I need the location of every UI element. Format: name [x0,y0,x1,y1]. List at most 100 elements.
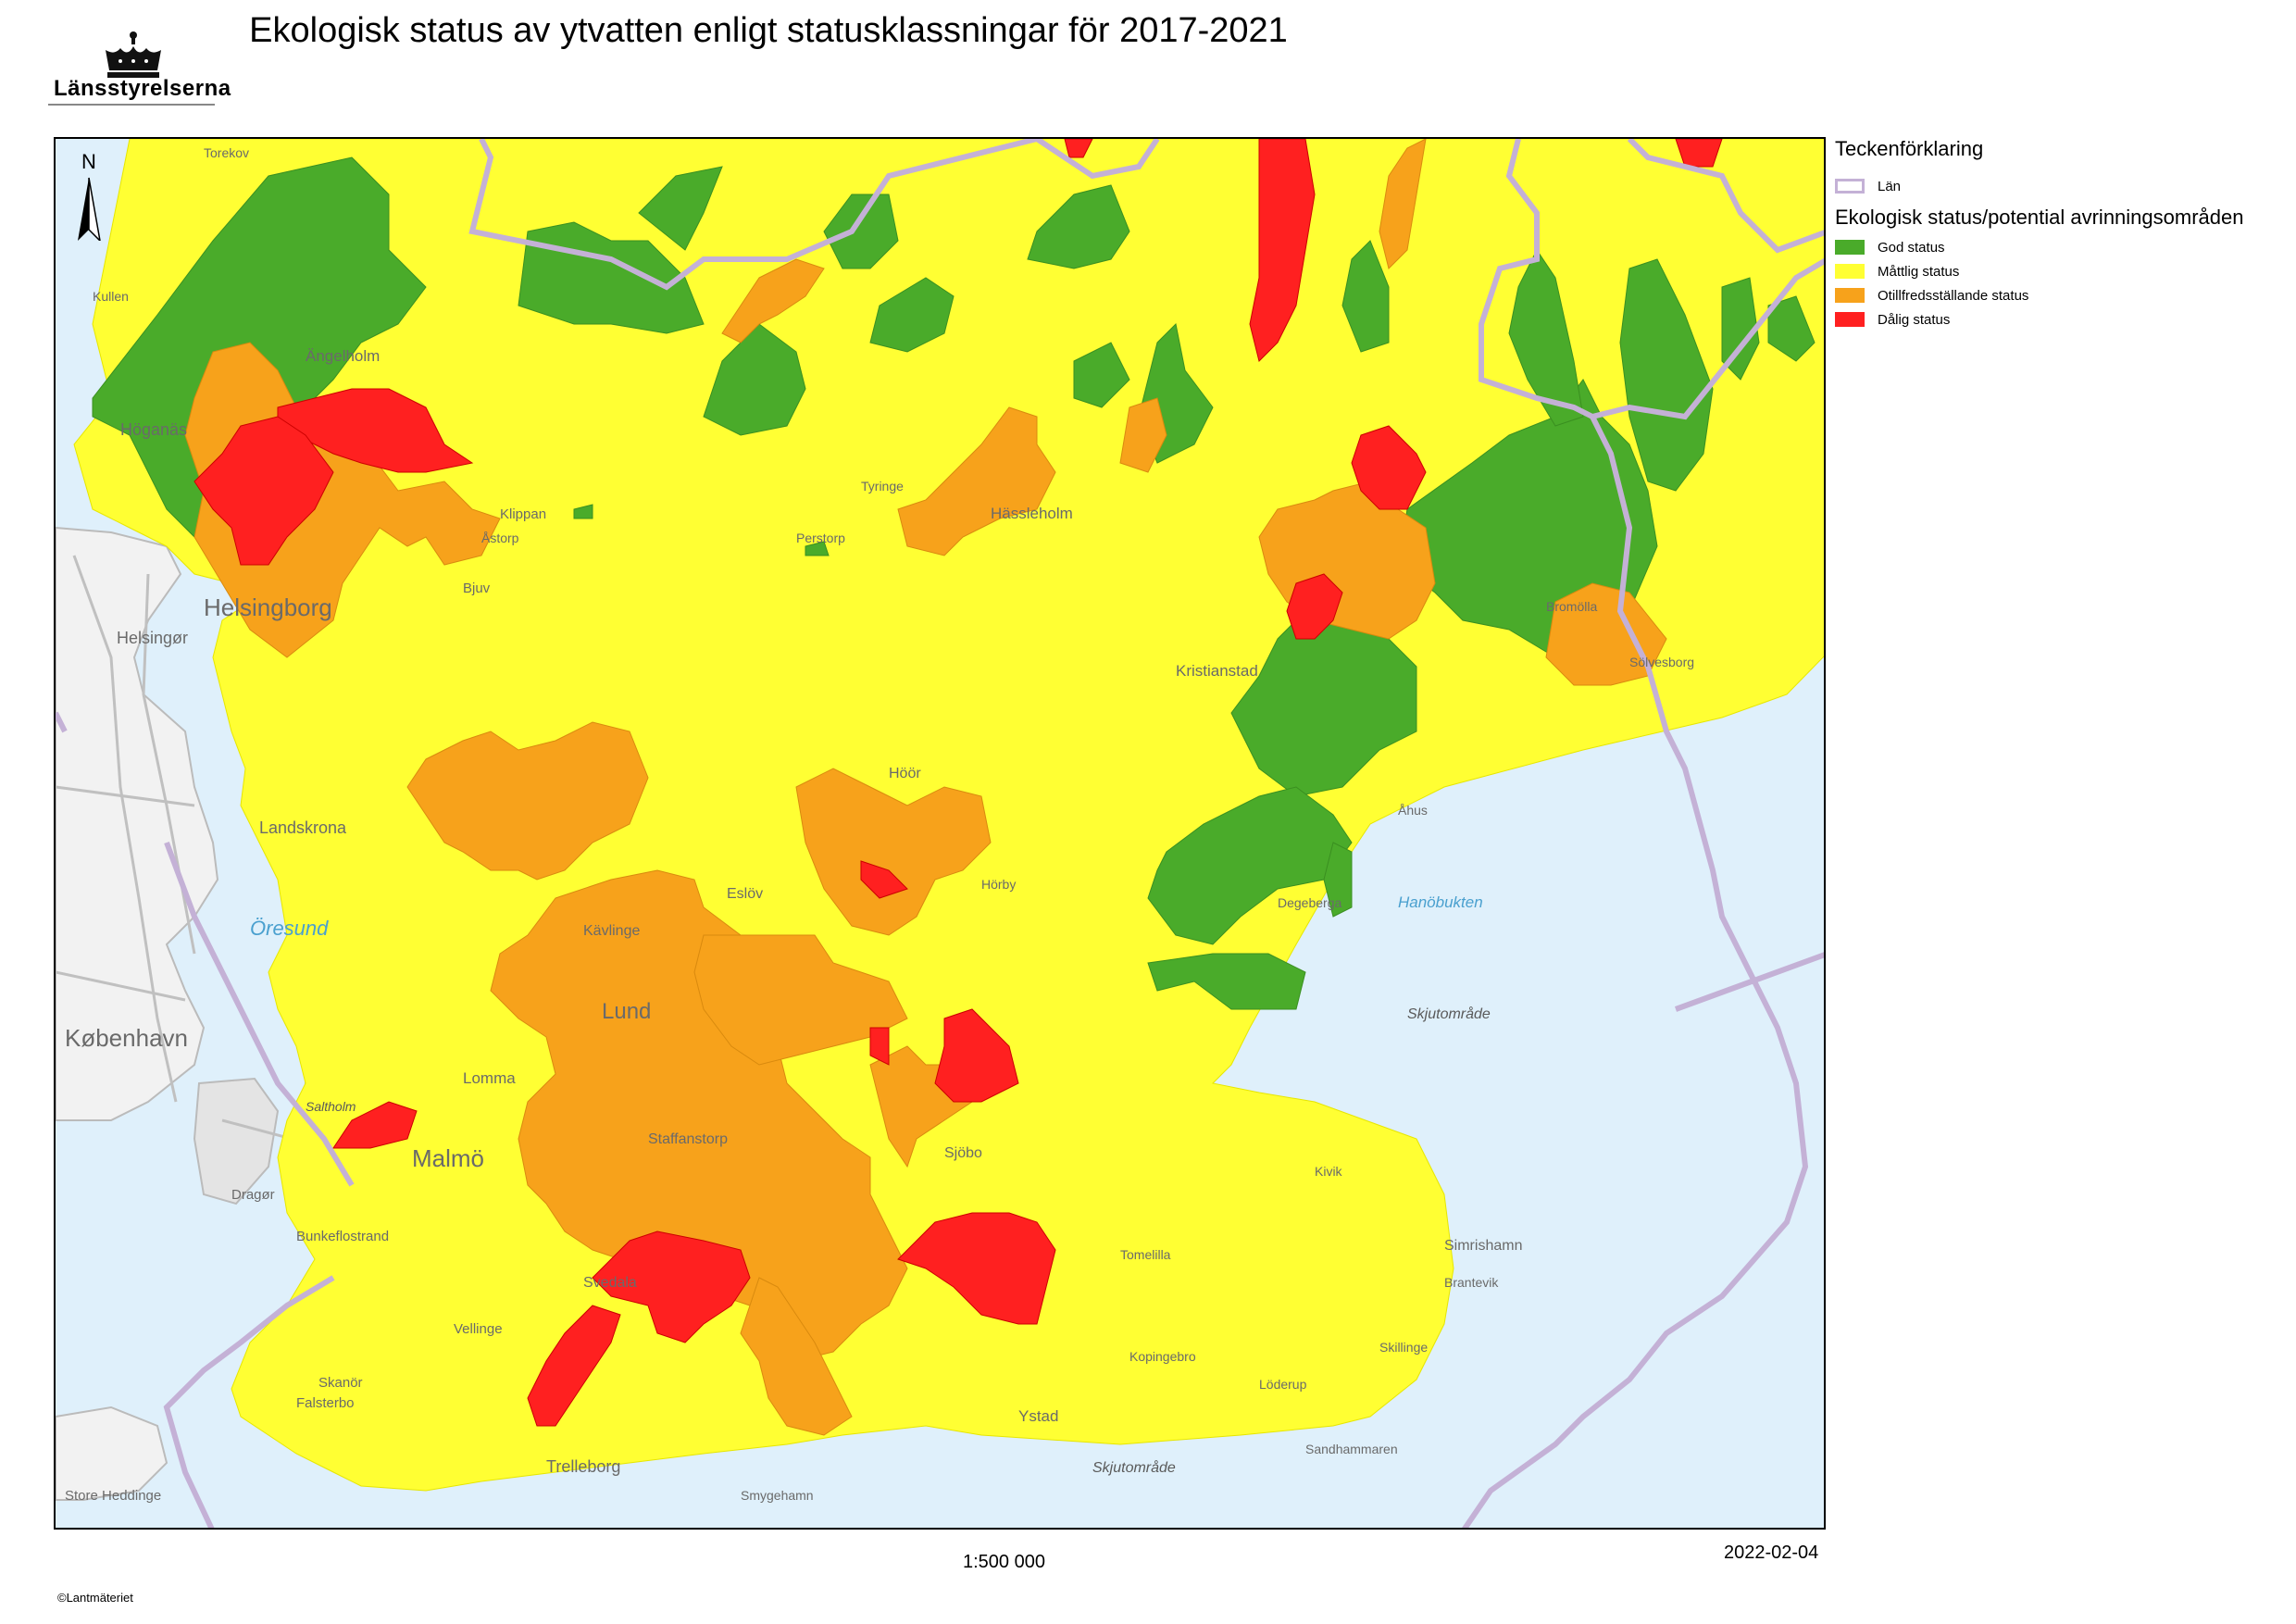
unsat-area-south [740,1277,853,1436]
good-area-east-4 [1721,277,1760,381]
label-bromolla: Bromölla [1546,599,1597,614]
legend-swatch-lan [1835,179,1865,194]
good-area-small-1 [573,504,593,519]
legend-row-lan: Län [1835,174,2289,198]
label-smygehamn: Smygehamn [741,1488,814,1503]
label-lomma: Lomma [463,1069,516,1087]
poor-area-svedala [592,1230,751,1343]
poor-area-malmo-north [332,1101,418,1149]
map-canvas[interactable]: Helsingborg Helsingør København Lund Mal… [56,139,1826,1530]
label-loderup: Löderup [1259,1377,1307,1392]
zealand-landmass [56,526,219,1121]
north-arrow: N [70,148,107,241]
poor-area-north-3 [1064,139,1093,158]
map-credit: ©Lantmäteriet [57,1591,133,1605]
amager-island [193,1077,280,1206]
legend-row-moderate: Måttlig status [1835,259,2289,283]
label-skjutomrade-south: Skjutområde [1092,1459,1176,1476]
label-perstorp: Perstorp [796,531,845,545]
north-arrow-icon: N [78,150,101,241]
crown-icon [106,31,161,78]
label-oresund: Öresund [250,917,329,940]
good-area-north-3 [703,323,806,436]
good-area-southeast-1 [1147,786,1353,945]
label-hanobukten: Hanöbukten [1398,893,1483,911]
label-tyringe: Tyringe [861,479,904,493]
legend-row-good: God status [1835,235,2289,259]
label-svedala: Svedala [583,1275,637,1291]
label-sjobo: Sjöbo [944,1145,982,1161]
legend-subtitle: Ekologisk status/potential avrinningsomr… [1835,206,2244,229]
poor-area-sjobo-west [869,1027,890,1066]
legend-label-poor: Dålig status [1878,311,1951,328]
label-skillinge: Skillinge [1379,1340,1428,1355]
label-kopingebro: Kopingebro [1129,1349,1196,1364]
map-title: Ekologisk status av ytvatten enligt stat… [249,11,1288,50]
label-horby: Hörby [981,877,1016,892]
logo-divider [48,104,215,106]
unsat-area-north-4 [897,406,1056,556]
poor-area-trelleborg [527,1305,621,1427]
label-lund: Lund [602,999,651,1024]
poor-area-ystad-west [897,1212,1056,1325]
good-area-east-2 [1508,249,1584,427]
good-area-east-5 [1767,295,1816,362]
label-skanor: Skanör [318,1375,363,1391]
label-angelholm: Ängelholm [306,347,380,365]
legend-row-unsatisfactory: Otillfredsställande status [1835,283,2289,307]
label-trelleborg: Trelleborg [546,1457,620,1476]
unsat-area-landskrona [406,721,649,881]
label-helsingor: Helsingør [117,629,188,647]
unsat-area-north-2 [1379,139,1427,269]
label-brantevik: Brantevik [1444,1275,1499,1290]
zealand-south [56,1405,168,1501]
label-tomelilla: Tomelilla [1120,1247,1171,1262]
poor-area-east-1 [1351,425,1427,510]
legend-label-unsatisfactory: Otillfredsställande status [1878,287,2029,304]
logo-text: Länsstyrelserna [54,76,231,101]
good-area-east-3 [1619,258,1714,492]
label-ystad: Ystad [1018,1407,1058,1425]
label-falsterbo: Falsterbo [296,1395,355,1411]
label-ahus: Åhus [1398,803,1428,818]
label-kobenhavn: København [65,1024,188,1052]
good-area-north-6 [1027,184,1130,269]
legend-label-good: God status [1878,239,1945,256]
label-hoganas: Höganäs [120,420,187,439]
unsatisfactory-status-areas [184,139,1667,1436]
label-bunkeflostrand: Bunkeflostrand [296,1229,389,1244]
poor-area-bosjo [860,860,908,899]
unsat-area-north-1 [721,258,825,344]
unsat-area-north-3 [1119,397,1167,473]
poor-area-sjobo [934,1008,1019,1103]
north-label: N [81,150,96,173]
unsat-area-bosjokloster [795,768,992,936]
label-hassleholm: Hässleholm [991,505,1073,522]
label-helsingborg: Helsingborg [204,593,332,621]
label-kullen: Kullen [93,289,129,304]
label-solvesborg: Sölvesborg [1629,655,1694,669]
label-landskrona: Landskrona [259,818,347,837]
poor-area-north-1 [1249,139,1316,362]
label-staffanstorp: Staffanstorp [648,1131,728,1147]
label-eslov: Eslöv [727,886,763,902]
label-degeberga: Degeberga [1278,895,1341,910]
good-area-north-2 [638,166,723,251]
map-date: 2022-02-04 [1724,1543,1819,1563]
label-klippan: Klippan [500,506,546,522]
label-dragor: Dragør [231,1187,275,1203]
label-malmo: Malmö [412,1144,484,1172]
label-kivik: Kivik [1315,1164,1343,1179]
legend-label-lan: Län [1878,178,1902,194]
good-area-north-7 [1073,342,1130,408]
poor-area-east-2 [1286,573,1343,640]
good-area-southeast-3 [1147,953,1306,1010]
label-skjutomrade-east: Skjutområde [1407,1006,1491,1022]
legend-swatch-poor [1835,312,1865,327]
label-kavlinge: Kävlinge [583,923,640,939]
poor-status-areas [193,139,1723,1427]
label-kristianstad: Kristianstad [1176,662,1258,680]
good-area-small-2 [805,541,830,556]
map-frame[interactable]: Helsingborg Helsingør København Lund Mal… [54,137,1826,1530]
legend-swatch-good [1835,240,1865,255]
